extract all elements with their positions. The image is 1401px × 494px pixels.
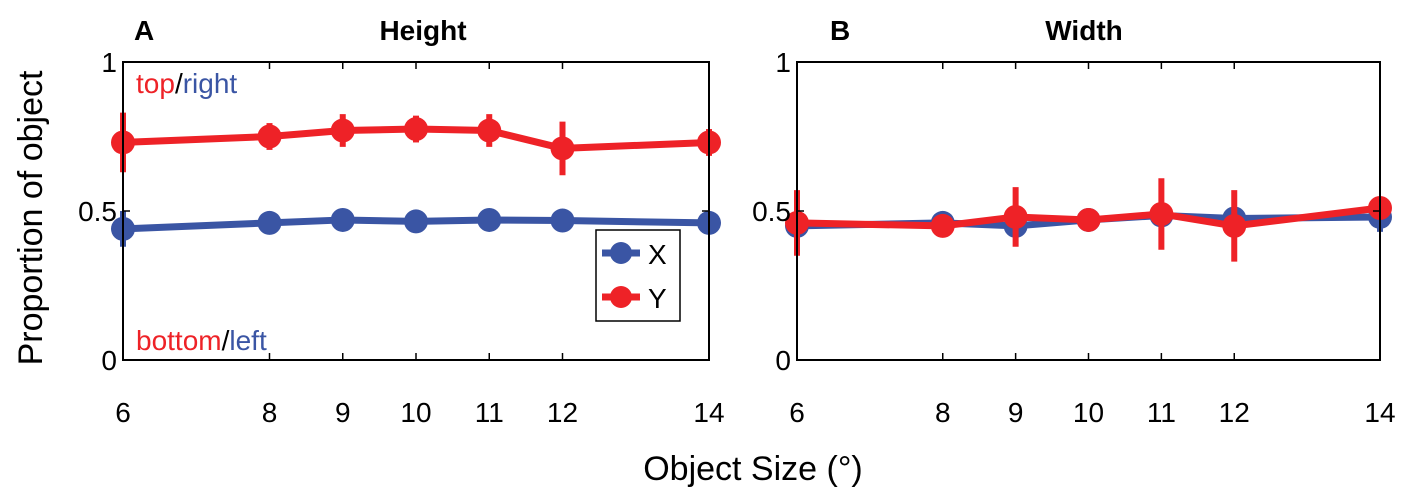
annotation-bottom-segment: bottom <box>136 325 222 356</box>
y-tick-label: 0.5 <box>78 196 117 227</box>
annotation-top-segment: / <box>175 68 183 99</box>
data-point-y <box>1076 207 1101 232</box>
x-axis-label: Object Size (°) <box>643 450 863 488</box>
data-point-x <box>404 209 428 234</box>
panel-title: Height <box>379 15 466 46</box>
x-tick-label: 12 <box>1219 397 1250 428</box>
data-point-x <box>477 207 502 232</box>
data-point-x <box>257 210 282 235</box>
legend: X Y <box>595 229 681 322</box>
data-point-y <box>930 213 955 238</box>
y-tick-label: 1 <box>101 47 117 78</box>
y-tick-label: 0 <box>775 345 791 376</box>
x-tick-label: 9 <box>1008 397 1024 428</box>
x-tick-label: 9 <box>335 397 351 428</box>
x-tick-label: 11 <box>475 397 504 428</box>
data-point-x <box>550 208 575 233</box>
y-tick-label: 1 <box>775 47 791 78</box>
legend-entry-x: X <box>602 239 667 270</box>
x-tick-label: 6 <box>115 397 131 428</box>
annotation-top-segment: top <box>136 68 175 99</box>
x-tick-label: 11 <box>1147 397 1176 428</box>
annotation-bottom: bottom/left <box>136 325 267 356</box>
y-tick-label: 0.5 <box>752 196 791 227</box>
y-axis-label: Proportion of object <box>12 70 50 365</box>
panel-b-ticks: 0 0.5 1 6 8 9 10 11 12 14 <box>752 47 1396 428</box>
legend-marker-x <box>610 242 632 264</box>
annotation-bottom-segment: / <box>222 325 230 356</box>
x-tick-label: 8 <box>262 397 278 428</box>
data-point-y <box>257 124 282 149</box>
x-tick-label: 6 <box>789 397 805 428</box>
legend-marker-y <box>610 286 632 308</box>
annotation-top: top/right <box>136 68 237 99</box>
legend-entry-y: Y <box>602 283 667 314</box>
x-tick-label: 14 <box>693 397 724 428</box>
legend-box <box>595 229 681 322</box>
panel-a-chart: A Height top/right bottom/left 00.516 8 9 1… <box>78 15 725 428</box>
annotation-bottom-segment: left <box>229 325 267 356</box>
data-point-y <box>477 118 502 143</box>
x-tick-label: 10 <box>1073 397 1104 428</box>
data-point-y <box>550 136 575 161</box>
x-tick-label: 14 <box>1364 397 1395 428</box>
panel-a-ticks: 0 0.5 1 6 8 9 10 11 12 14 <box>78 47 725 428</box>
x-tick-label: 8 <box>935 397 951 428</box>
x-tick-label: 12 <box>547 397 578 428</box>
annotation-top-segment: right <box>183 68 238 99</box>
data-point-y <box>1003 204 1028 229</box>
data-point-y <box>1149 201 1174 226</box>
panel-title: Width <box>1045 15 1123 46</box>
data-point-y <box>404 117 428 142</box>
x-tick-label: 10 <box>400 397 431 428</box>
panel-letter: A <box>134 15 154 46</box>
legend-label-y: Y <box>648 283 667 314</box>
data-point-x <box>330 207 355 232</box>
panel-letter: B <box>830 15 850 46</box>
data-point-y <box>330 118 355 143</box>
panel-b-chart: B Width 0 0.5 1 6 8 9 10 11 12 14 <box>752 15 1396 428</box>
data-point-y <box>1222 213 1247 238</box>
y-tick-label: 0 <box>101 345 117 376</box>
legend-label-x: X <box>648 239 667 270</box>
